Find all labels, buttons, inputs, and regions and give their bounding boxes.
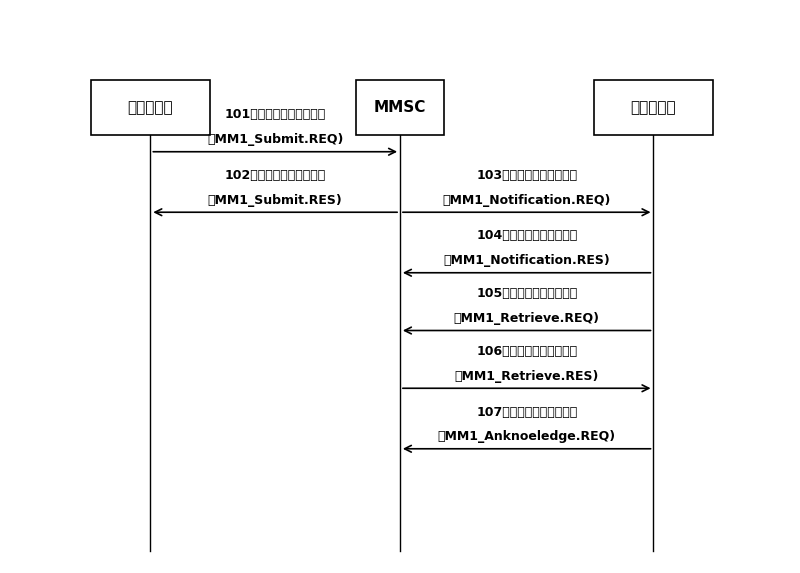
Text: 102多媒体短消息提交响应: 102多媒体短消息提交响应 bbox=[225, 169, 326, 182]
Text: 101多媒体短消息提交请求: 101多媒体短消息提交请求 bbox=[225, 108, 326, 121]
Text: 103多媒体短消息通知请求: 103多媒体短消息通知请求 bbox=[476, 169, 578, 182]
Text: （MM1_Submit.RES): （MM1_Submit.RES) bbox=[208, 194, 342, 207]
Text: 104多媒体短消息通知响应: 104多媒体短消息通知响应 bbox=[476, 230, 578, 242]
Text: （MM1_Notification.REQ): （MM1_Notification.REQ) bbox=[442, 194, 611, 207]
Text: 105多媒体短消息提取请求: 105多媒体短消息提取请求 bbox=[476, 287, 578, 300]
Bar bbox=[91, 80, 210, 135]
Bar bbox=[356, 80, 444, 135]
Text: 发送方终端: 发送方终端 bbox=[127, 100, 174, 115]
Text: 107多媒体短消息确认请求: 107多媒体短消息确认请求 bbox=[476, 406, 578, 418]
Bar bbox=[594, 80, 713, 135]
Text: （MM1_Retrieve.RES): （MM1_Retrieve.RES) bbox=[454, 370, 599, 383]
Text: （MM1_Submit.REQ): （MM1_Submit.REQ) bbox=[207, 134, 343, 146]
Text: （MM1_Retrieve.REQ): （MM1_Retrieve.REQ) bbox=[454, 312, 600, 325]
Text: 106多媒体短消息提取响应: 106多媒体短消息提取响应 bbox=[476, 345, 578, 358]
Text: （MM1_Anknoeledge.REQ): （MM1_Anknoeledge.REQ) bbox=[438, 430, 616, 444]
Text: 接收方终端: 接收方终端 bbox=[630, 100, 676, 115]
Text: （MM1_Notification.RES): （MM1_Notification.RES) bbox=[443, 254, 610, 267]
Text: MMSC: MMSC bbox=[374, 100, 426, 115]
